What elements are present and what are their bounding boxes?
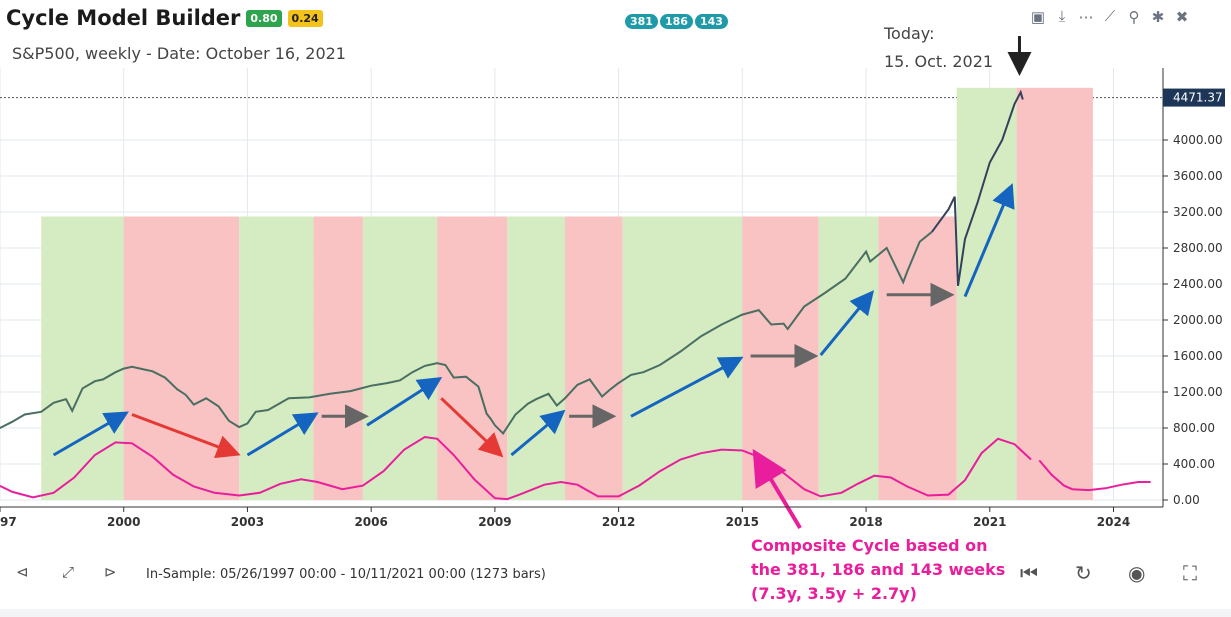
y-tick-label: 2800.00: [1173, 241, 1223, 255]
today-annotation: Today: 15. Oct. 2021: [884, 20, 993, 76]
chart-canvas: 97 2000 2003 2006 2009 2012 2015 2018 2021 2024 0.…: [0, 36, 1225, 530]
composite-cycle-projection: [1038, 459, 1151, 492]
last-price-badge: [1163, 88, 1225, 107]
up-zone: [622, 216, 743, 500]
y-tick-label: 400.00: [1173, 457, 1215, 471]
price-line-recent: [931, 89, 1024, 286]
x-tick-label: 2012: [602, 515, 635, 529]
y-tick-label: 1200.00: [1173, 385, 1223, 399]
trend-arrow-up: [630, 356, 744, 418]
scroll-left-button[interactable]: ⊲: [16, 563, 29, 581]
y-tick-label: 2000.00: [1173, 313, 1223, 327]
up-zone: [239, 216, 314, 500]
down-zone: [565, 216, 623, 500]
cycle-pill-381[interactable]: 381: [625, 14, 658, 29]
refresh-icon[interactable]: ↻: [1075, 561, 1092, 585]
y-tick-label: 800.00: [1173, 421, 1215, 435]
dots-icon[interactable]: ⋯: [1078, 9, 1094, 26]
x-tick-label: 2006: [354, 515, 387, 529]
axes: 97 2000 2003 2006 2009 2012 2015 2018 2021 2024 0.…: [0, 68, 1225, 529]
today-label: Today:: [884, 24, 935, 43]
trend-arrow-up: [819, 290, 874, 357]
toolbar: ▣ ⤓ ⋯ ⟋ ⚲ ✱ ✖: [1030, 8, 1190, 26]
score-badge-yellow: 0.24: [287, 9, 323, 27]
down-zone: [123, 216, 240, 500]
cycle-pill-143[interactable]: 143: [694, 14, 728, 29]
folder-add-icon[interactable]: ▣: [1030, 9, 1046, 26]
fit-button[interactable]: ⤢: [62, 563, 75, 581]
trash-icon[interactable]: ✖: [1175, 9, 1189, 26]
cycle-pill-186[interactable]: 186: [659, 14, 693, 29]
note-line-3: (7.3y, 3.5y + 2.7y): [751, 584, 917, 603]
composite-cycle-line: [0, 435, 1032, 501]
trend-arrow-up: [510, 409, 566, 457]
note-line-2: the 381, 186 and 143 weeks: [751, 560, 1006, 579]
today-date: 15. Oct. 2021: [884, 52, 994, 71]
up-zone: [507, 216, 566, 500]
annotation-arrow: [752, 448, 802, 530]
x-tick-label: 2015: [726, 515, 759, 529]
trend-arrow-down: [131, 413, 241, 459]
trend-arrow-up: [366, 377, 443, 427]
x-tick-label: 2003: [231, 515, 264, 529]
bug-icon[interactable]: ✱: [1151, 9, 1165, 26]
score-badge-green: 0.80: [246, 9, 282, 27]
down-zone: [742, 216, 819, 500]
down-zone: [1016, 87, 1093, 501]
x-tick-label: 2021: [973, 515, 1006, 529]
in-sample-range: In-Sample: 05/26/1997 00:00 - 10/11/2021…: [146, 567, 546, 582]
last-price-label: 4471.37: [1173, 91, 1223, 105]
screenshot-icon[interactable]: ⛶: [1183, 561, 1197, 585]
y-tick-label: 4000.00: [1173, 133, 1223, 147]
x-tick-label: 2000: [107, 515, 140, 529]
y-tick-label: 1600.00: [1173, 349, 1223, 363]
pin-icon[interactable]: ⚲: [1128, 9, 1140, 26]
down-zone: [313, 216, 363, 500]
trend-icon[interactable]: ⟋: [1104, 8, 1116, 25]
series-lines: [0, 89, 1151, 501]
trend-arrow-down: [440, 397, 504, 458]
x-tick-label: 2024: [1097, 515, 1130, 529]
header: Cycle Model Builder 0.80 0.24: [6, 6, 323, 30]
up-zone: [362, 216, 438, 500]
chart-subtitle: S&P500, weekly - Date: October 16, 2021: [12, 44, 346, 63]
footer-strip: [0, 609, 1231, 617]
x-tick-label: 2018: [849, 515, 882, 529]
y-tick-label: 3200.00: [1173, 205, 1223, 219]
up-zone: [818, 216, 879, 500]
y-tick-label: 2400.00: [1173, 277, 1223, 291]
y-tick-label: 3600.00: [1173, 169, 1223, 183]
price-line: [0, 231, 933, 435]
trend-arrows: [52, 36, 1032, 530]
download-icon[interactable]: ⤓: [1058, 8, 1066, 25]
trend-arrow-up: [963, 183, 1015, 298]
down-zone: [437, 216, 508, 500]
rewind-icon[interactable]: ⏮: [1020, 561, 1038, 585]
note-line-1: Composite Cycle based on: [751, 536, 988, 555]
x-tick-label: 2009: [478, 515, 511, 529]
eye-icon[interactable]: ◉: [1128, 561, 1146, 585]
scroll-right-button[interactable]: ⊳: [104, 563, 117, 581]
down-zone: [878, 216, 957, 500]
app-title: Cycle Model Builder: [6, 6, 241, 30]
trend-arrow-up: [52, 411, 129, 457]
cycle-pills: 381 186 143: [625, 14, 728, 29]
composite-cycle-note: Composite Cycle based on the 381, 186 an…: [751, 534, 1005, 606]
y-tick-label: 0.00: [1173, 493, 1200, 507]
up-zone: [41, 216, 124, 500]
x-tick-label: 97: [0, 515, 17, 529]
trend-arrow-up: [246, 412, 319, 457]
